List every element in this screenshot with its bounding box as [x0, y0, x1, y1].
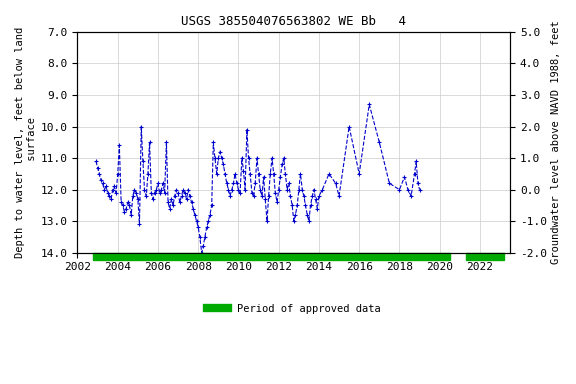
Legend: Period of approved data: Period of approved data — [203, 300, 384, 318]
Bar — [93, 253, 450, 260]
Bar — [466, 253, 504, 260]
Title: USGS 385504076563802 WE Bb   4: USGS 385504076563802 WE Bb 4 — [181, 15, 406, 28]
Y-axis label: Depth to water level, feet below land
 surface: Depth to water level, feet below land su… — [15, 27, 37, 258]
Y-axis label: Groundwater level above NAVD 1988, feet: Groundwater level above NAVD 1988, feet — [551, 20, 561, 264]
